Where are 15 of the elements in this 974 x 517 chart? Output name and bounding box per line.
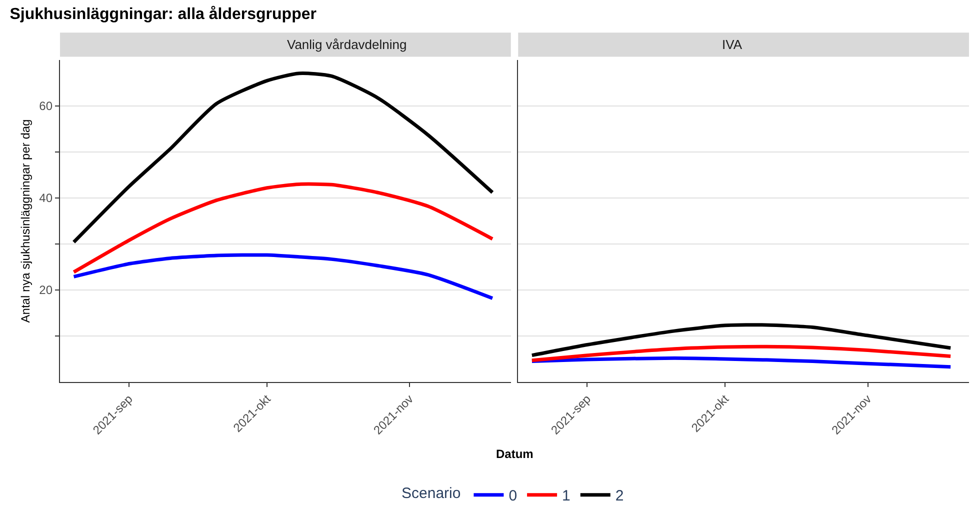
chart-subtitle: Vanlig vårdavdelning: [287, 37, 407, 52]
line-series: [72, 72, 494, 244]
legend-label: 0: [508, 488, 518, 505]
chart-title: Sjukhusinläggningar: alla åldersgrupper: [10, 4, 316, 23]
legend-label: 1: [562, 488, 570, 505]
y-axis-title: Antal nya sjukhusinläggningar per dag: [18, 119, 32, 323]
y-tick-label: 20: [39, 283, 53, 298]
y-tick-label: 40: [39, 191, 53, 206]
chart-subtitle: IVA: [722, 37, 742, 52]
line-series: [72, 182, 494, 274]
line-series: [72, 253, 494, 300]
y-tick-label: 60: [39, 99, 53, 114]
legend-label: 2: [615, 488, 624, 505]
x-axis-title: Datum: [496, 447, 534, 461]
legend-title: Scenario: [402, 485, 461, 502]
